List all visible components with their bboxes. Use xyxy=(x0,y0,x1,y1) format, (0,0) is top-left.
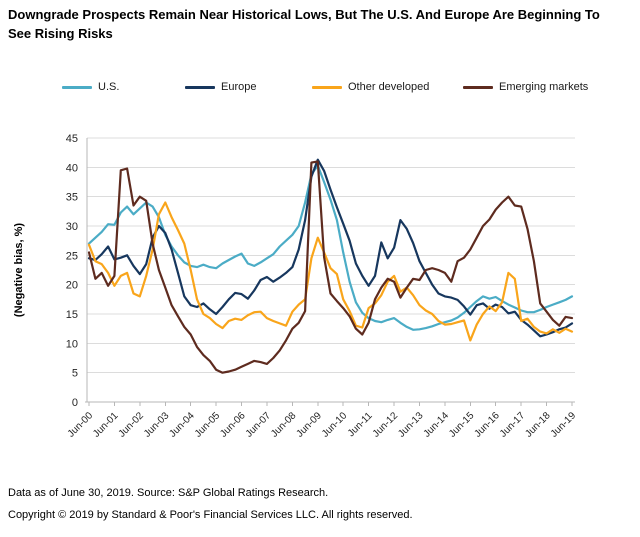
chart-title: Downgrade Prospects Remain Near Historic… xyxy=(8,7,600,41)
y-tick-label-20: 20 xyxy=(66,280,78,292)
legend-item-other-developed: Other developed xyxy=(312,80,429,94)
y-tick-label-25: 25 xyxy=(66,250,78,262)
x-tick-label-Jun-02: Jun-02 xyxy=(117,410,147,440)
legend-line-swatch-europe xyxy=(185,85,215,89)
legend-label-europe: Europe xyxy=(221,81,257,93)
x-tick-label-Jun-10: Jun-10 xyxy=(320,410,350,440)
legend-label-u-s: U.S. xyxy=(98,81,120,93)
y-tick-label-30: 30 xyxy=(66,221,78,233)
x-tick-label-Jun-18: Jun-18 xyxy=(523,410,553,440)
x-tick-label-Jun-07: Jun-07 xyxy=(244,410,274,440)
x-tick-label-Jun-12: Jun-12 xyxy=(371,410,401,440)
y-tick-label-10: 10 xyxy=(66,338,78,350)
x-tick-label-Jun-16: Jun-16 xyxy=(472,410,502,440)
legend-line-swatch-emerging-markets xyxy=(463,85,493,89)
y-tick-label-5: 5 xyxy=(72,368,78,380)
legend: U.S. Europe Other developed Emerging market… xyxy=(0,80,640,96)
x-tick-label-Jun-06: Jun-06 xyxy=(218,410,248,440)
x-tick-label-Jun-15: Jun-15 xyxy=(447,410,477,440)
x-tick-label-Jun-14: Jun-14 xyxy=(422,410,452,440)
x-tick-label-Jun-00: Jun-00 xyxy=(66,410,96,440)
y-axis-title: (Negative bias, %) xyxy=(13,223,25,317)
chart-area: 0 5 10 15 20 25 30 35 40 45 Jun-00 Jun-01 Jun-02 Jun-… xyxy=(0,120,640,470)
series-line-other-developed xyxy=(87,201,574,342)
legend-item-europe: Europe xyxy=(185,80,256,94)
line-chart: 051015202530354045Jun-00Jun-01Jun-02Jun-… xyxy=(13,133,579,440)
y-tick-label-40: 40 xyxy=(66,162,78,174)
legend-item-u-s: U.S. xyxy=(62,80,119,94)
x-tick-label-Jun-08: Jun-08 xyxy=(269,410,299,440)
legend-item-emerging-markets: Emerging markets xyxy=(463,80,588,94)
legend-line-swatch-other-developed xyxy=(312,85,342,89)
x-tick-label-Jun-05: Jun-05 xyxy=(193,410,223,440)
footnote-copyright: Copyright © 2019 by Standard & Poor's Fi… xyxy=(8,509,413,521)
legend-label-other-developed: Other developed xyxy=(348,81,430,93)
series-line-emerging-markets xyxy=(87,160,574,374)
x-tick-label-Jun-11: Jun-11 xyxy=(346,410,375,439)
footnote-source: Data as of June 30, 2019. Source: S&P Gl… xyxy=(8,487,329,499)
x-tick-label-Jun-01: Jun-01 xyxy=(91,410,121,440)
y-tick-label-0: 0 xyxy=(72,397,78,409)
y-tick-label-45: 45 xyxy=(66,133,78,145)
legend-line-swatch-u-s xyxy=(62,85,92,89)
legend-label-emerging-markets: Emerging markets xyxy=(499,81,589,93)
x-tick-label-Jun-13: Jun-13 xyxy=(396,410,426,440)
y-tick-label-15: 15 xyxy=(66,309,78,321)
x-tick-label-Jun-19: Jun-19 xyxy=(549,410,579,440)
x-tick-label-Jun-09: Jun-09 xyxy=(295,410,325,440)
x-tick-label-Jun-03: Jun-03 xyxy=(142,410,172,440)
y-tick-label-35: 35 xyxy=(66,192,78,204)
series-line-europe xyxy=(87,158,574,338)
x-tick-label-Jun-17: Jun-17 xyxy=(498,410,528,440)
x-tick-label-Jun-04: Jun-04 xyxy=(167,410,197,440)
